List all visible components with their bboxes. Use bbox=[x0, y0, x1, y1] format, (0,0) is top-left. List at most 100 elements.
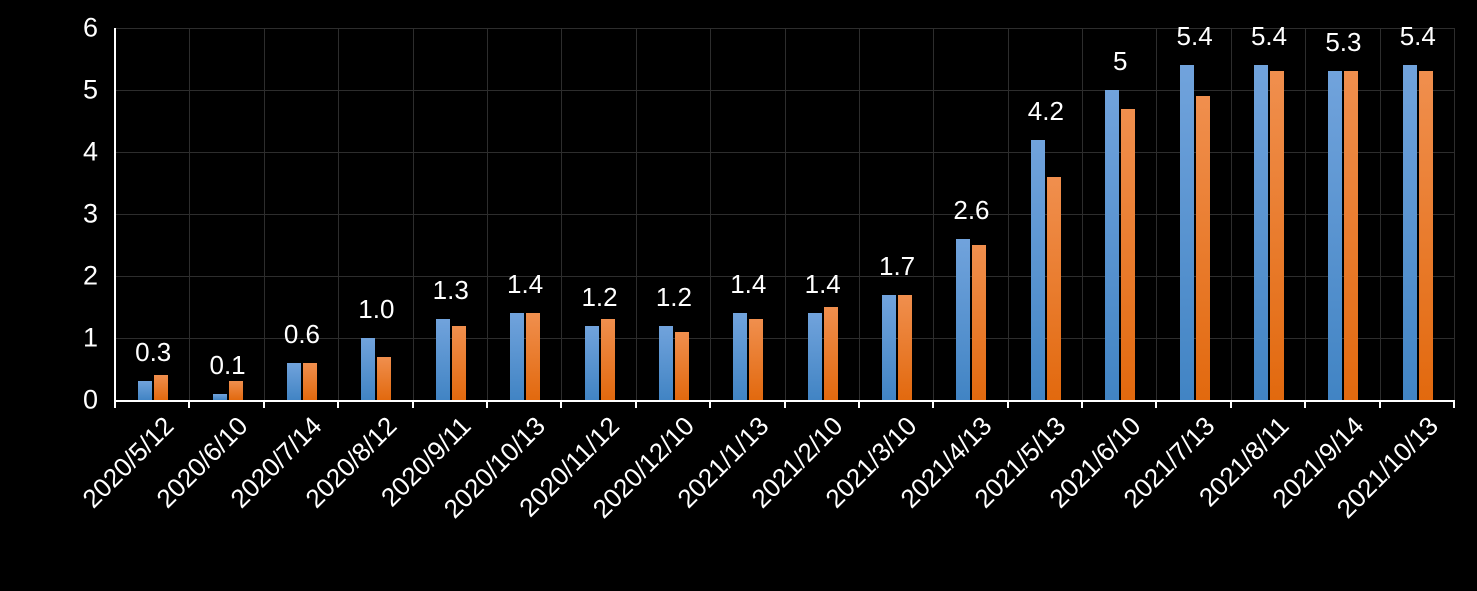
bar-blue bbox=[882, 294, 897, 400]
bar-orange bbox=[600, 319, 615, 400]
v-gridline bbox=[1156, 28, 1157, 400]
category-group: 1.4 bbox=[488, 28, 562, 400]
bar-orange bbox=[1121, 108, 1136, 400]
category-group: 5.3 bbox=[1306, 28, 1380, 400]
v-gridline bbox=[561, 28, 562, 400]
v-gridline bbox=[1231, 28, 1232, 400]
x-axis-tick bbox=[263, 401, 265, 408]
x-axis-tick bbox=[1304, 401, 1306, 408]
bar-blue bbox=[510, 313, 525, 400]
category-group: 0.6 bbox=[265, 28, 339, 400]
bar-orange bbox=[1046, 176, 1061, 400]
bar-orange bbox=[154, 375, 169, 400]
category-group: 1.2 bbox=[637, 28, 711, 400]
data-label: 1.0 bbox=[358, 294, 395, 324]
v-gridline bbox=[1380, 28, 1381, 400]
x-axis-tick bbox=[337, 401, 339, 408]
x-axis-tick bbox=[635, 401, 637, 408]
bar-orange bbox=[1418, 71, 1433, 400]
category-group: 1.0 bbox=[339, 28, 413, 400]
x-axis-tick bbox=[709, 401, 711, 408]
data-label: 0.6 bbox=[283, 318, 321, 349]
v-gridline bbox=[1454, 28, 1455, 400]
bar-blue bbox=[138, 381, 153, 400]
v-gridline bbox=[264, 28, 265, 400]
bar-orange bbox=[1195, 96, 1210, 400]
bar-blue bbox=[286, 362, 301, 400]
category-group: 5.4 bbox=[1381, 23, 1455, 400]
data-label: 1.3 bbox=[432, 275, 469, 306]
data-label: 1.2 bbox=[581, 281, 618, 312]
bar-orange bbox=[1344, 71, 1359, 400]
v-gridline bbox=[338, 28, 339, 400]
category-group: 5.4 bbox=[1232, 23, 1306, 400]
bar-blue bbox=[361, 338, 376, 400]
v-gridline bbox=[859, 28, 860, 400]
v-gridline bbox=[413, 28, 414, 400]
bar-orange bbox=[451, 325, 466, 400]
category-group: 4.2 bbox=[1009, 28, 1083, 400]
bar-orange bbox=[674, 331, 689, 400]
bar-orange bbox=[898, 294, 913, 400]
data-label: 5.4 bbox=[1250, 21, 1288, 52]
data-label: 4.2 bbox=[1027, 95, 1064, 126]
bar-blue bbox=[584, 325, 599, 400]
y-axis-tick-label: 0 bbox=[82, 384, 98, 415]
category-group: 0.3 bbox=[116, 28, 190, 400]
category-group: 5.4 bbox=[1157, 23, 1231, 400]
bar-blue bbox=[435, 319, 450, 400]
bar-blue bbox=[1179, 65, 1194, 400]
v-gridline bbox=[785, 28, 786, 400]
y-axis-tick-label: 4 bbox=[82, 136, 98, 167]
category-group: 1.3 bbox=[414, 28, 488, 400]
y-axis-tick-label: 5 bbox=[82, 74, 98, 105]
data-label: 1.7 bbox=[878, 250, 916, 281]
plot-area: 0.3 0.1 0.6 1.0 1.3 1.4 1.2 1.2 1.4 1.4 1.7 2.6 4.2 5… bbox=[114, 23, 1455, 402]
v-gridline bbox=[1008, 28, 1009, 400]
x-axis-tick bbox=[1007, 401, 1009, 408]
bar-orange bbox=[526, 313, 541, 400]
bar-blue bbox=[807, 313, 822, 400]
bar-blue bbox=[212, 393, 227, 400]
v-gridline bbox=[710, 28, 711, 400]
x-axis-tick bbox=[1230, 401, 1232, 408]
v-gridline bbox=[487, 28, 488, 400]
bar-blue bbox=[1105, 90, 1120, 400]
bar-blue bbox=[1254, 65, 1269, 400]
bar-orange bbox=[377, 356, 392, 400]
data-label: 5.3 bbox=[1325, 27, 1362, 58]
bar-orange bbox=[228, 381, 243, 400]
category-group: 1.4 bbox=[711, 28, 785, 400]
data-label: 5.4 bbox=[1399, 21, 1436, 52]
data-label: 1.4 bbox=[804, 269, 841, 300]
v-gridline bbox=[1305, 28, 1306, 400]
y-axis-tick-label: 1 bbox=[82, 322, 98, 353]
data-label: 5.4 bbox=[1176, 21, 1213, 52]
data-label: 0.3 bbox=[135, 337, 172, 368]
category-group: 0.1 bbox=[190, 28, 264, 400]
category-group: 5 bbox=[1083, 28, 1157, 400]
y-axis-tick-label: 6 bbox=[82, 12, 98, 43]
x-axis-tick bbox=[486, 401, 488, 408]
x-axis-tick bbox=[858, 401, 860, 408]
bar-blue bbox=[733, 313, 748, 400]
x-axis-tick bbox=[932, 401, 934, 408]
bar-orange bbox=[749, 319, 764, 400]
category-group: 1.2 bbox=[562, 28, 636, 400]
bar-orange bbox=[823, 307, 838, 400]
x-axis-tick bbox=[188, 401, 190, 408]
y-axis-tick-label: 3 bbox=[82, 198, 98, 229]
bar-blue bbox=[956, 238, 971, 400]
x-axis-tick bbox=[1155, 401, 1157, 408]
y-axis-tick-label: 2 bbox=[82, 260, 98, 291]
x-axis-tick bbox=[1379, 401, 1381, 408]
category-group: 1.4 bbox=[786, 28, 860, 400]
v-gridline bbox=[933, 28, 934, 400]
v-gridline bbox=[189, 28, 190, 400]
category-group: 2.6 bbox=[934, 28, 1008, 400]
data-label: 1.4 bbox=[507, 269, 544, 300]
x-axis-tick bbox=[114, 401, 116, 408]
bar-blue bbox=[658, 325, 673, 400]
x-axis-tick bbox=[560, 401, 562, 408]
